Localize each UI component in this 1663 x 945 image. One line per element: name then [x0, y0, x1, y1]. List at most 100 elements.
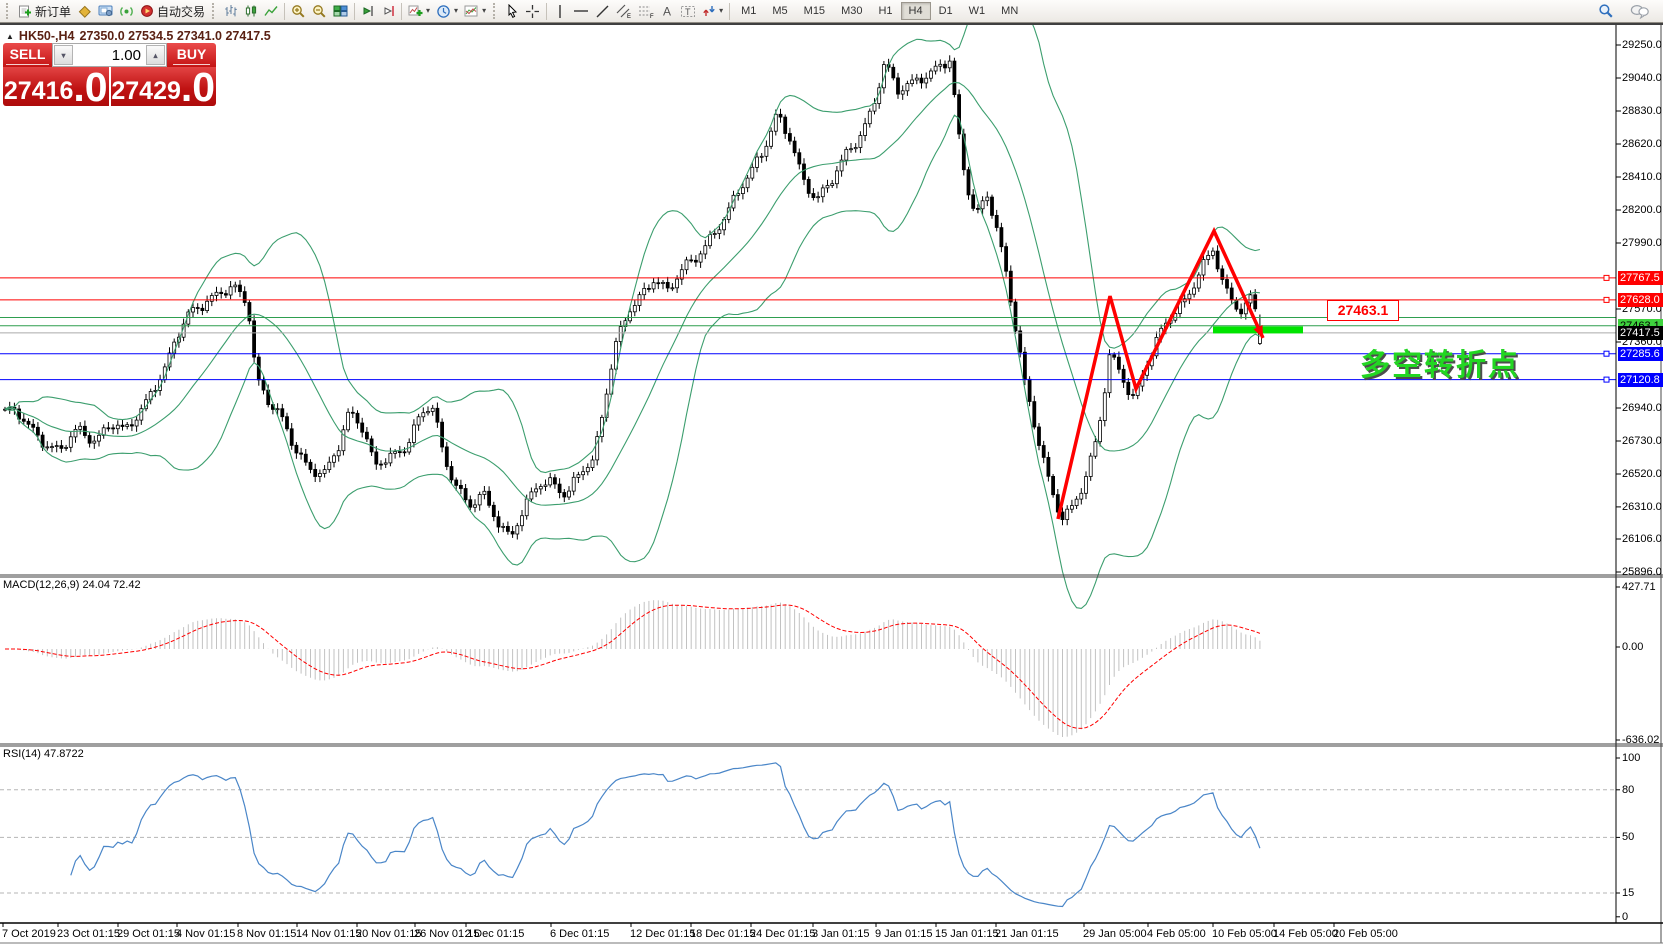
chat-button[interactable]: [1627, 1, 1653, 21]
window-icon: [98, 4, 113, 18]
trendline-tool-button[interactable]: [592, 1, 613, 21]
toolbar-separator: [401, 2, 403, 20]
timeframe-button-M15[interactable]: M15: [803, 5, 826, 17]
turning-point-annotation[interactable]: 多空转折点: [1360, 349, 1520, 382]
timeframe-button-H4[interactable]: H4: [900, 2, 931, 20]
vertical-line-icon: [553, 4, 567, 19]
trendline-icon: [595, 4, 610, 19]
channel-icon: E: [616, 4, 632, 19]
data-window-button[interactable]: [95, 1, 116, 21]
timeframe-group: M1 M5 M15 M30 H1 H4 D1 W1 MN: [733, 2, 1026, 20]
volume-input[interactable]: 1.00: [111, 46, 141, 64]
panel-frame: [0, 24, 1663, 944]
signal-icon: [119, 4, 134, 19]
periods-button[interactable]: ▾: [433, 1, 461, 21]
line-chart-icon: [264, 4, 278, 18]
toolbar-grip[interactable]: [6, 3, 11, 19]
candles-layer[interactable]: [3, 55, 1262, 540]
cursor-icon: [505, 3, 519, 19]
auto-scroll-icon: [381, 4, 395, 18]
add-indicator-button[interactable]: ▾: [405, 1, 433, 21]
timeframe-button-MN[interactable]: MN: [1001, 5, 1019, 17]
panel-splitter[interactable]: [0, 741, 1663, 747]
timeframe-button-D1[interactable]: D1: [938, 5, 953, 17]
crosshair-tool-button[interactable]: [522, 1, 543, 21]
bollinger-bands: [4, 2, 1261, 609]
one-click-trading-panel: SELL ▾ 1.00 ▴ BUY 27416.0 27429.0: [3, 43, 216, 110]
dropdown-caret-icon: ▾: [482, 6, 487, 15]
text-icon: A: [661, 4, 674, 19]
candlestick-mode-button[interactable]: [241, 1, 261, 21]
template-icon: [464, 4, 479, 18]
ohlc-bars-icon: [224, 4, 238, 18]
timeframe-button-W1[interactable]: W1: [968, 5, 986, 17]
panel-splitter[interactable]: [0, 572, 1663, 578]
template-button[interactable]: ▾: [461, 1, 489, 21]
toolbar-separator: [546, 2, 548, 20]
price-callout-box[interactable]: 27463.1: [1327, 300, 1399, 321]
timeframe-button-M1[interactable]: M1: [741, 5, 757, 17]
new-order-icon: [18, 4, 32, 18]
toolbar-separator: [729, 2, 731, 20]
volume-increase-button[interactable]: ▴: [146, 45, 165, 65]
buy-button[interactable]: BUY: [167, 43, 216, 67]
chart-shift-button[interactable]: [358, 1, 378, 21]
volume-decrease-button[interactable]: ▾: [54, 45, 73, 65]
text-label-tool-button[interactable]: T: [677, 1, 699, 21]
fibonacci-icon: F: [638, 4, 654, 19]
rsi-panel: [0, 762, 1616, 908]
horizontal-line-tool-button[interactable]: [570, 1, 592, 21]
horizontal-line-icon: [573, 4, 589, 18]
strategy-tester-button[interactable]: [116, 1, 137, 21]
main-toolbar: 新订单 自动交易 ▾ ▾ ▾ E F A T ▾: [0, 0, 1663, 23]
bar-chart-mode-button[interactable]: [221, 1, 241, 21]
sell-button[interactable]: SELL: [3, 43, 52, 67]
zoom-out-icon: [312, 4, 327, 19]
timeframe-button-M30[interactable]: M30: [841, 5, 863, 17]
vertical-line-tool-button[interactable]: [550, 1, 570, 21]
timeframe-button-H1[interactable]: H1: [878, 5, 893, 17]
arrows-icon: [702, 4, 716, 18]
macd-panel: [5, 600, 1261, 737]
toolbar-grip[interactable]: [493, 3, 498, 19]
text-label-icon: T: [680, 4, 696, 19]
diamond-icon: [77, 4, 92, 19]
rsi-indicator-label: RSI(14) 47.8722: [3, 748, 84, 760]
new-order-button[interactable]: 新订单: [15, 1, 74, 21]
ohlc-values: 27350.0 27534.5 27341.0 27417.5: [79, 29, 271, 43]
volume-control: ▾ 1.00 ▴: [52, 43, 167, 67]
trend-arrow[interactable]: [1056, 226, 1265, 520]
zoom-in-button[interactable]: [288, 1, 309, 21]
tile-windows-icon: [333, 4, 348, 18]
timeframe-button-M5[interactable]: M5: [772, 5, 788, 17]
market-watch-button[interactable]: [74, 1, 95, 21]
window-border: [0, 23, 1663, 25]
auto-scroll-button[interactable]: [378, 1, 398, 21]
dropdown-caret-icon: ▾: [719, 6, 724, 15]
search-button[interactable]: [1595, 1, 1617, 21]
arrows-tool-button[interactable]: ▾: [699, 1, 726, 21]
auto-trading-button[interactable]: 自动交易: [137, 1, 208, 21]
candlestick-icon: [244, 4, 258, 18]
auto-trading-icon: [140, 4, 154, 18]
zoom-in-icon: [291, 4, 306, 19]
collapse-icon[interactable]: ▲: [6, 31, 14, 41]
add-indicator-icon: [408, 4, 423, 18]
buy-price-button[interactable]: 27429.0: [110, 64, 216, 110]
chart-shift-icon: [361, 4, 375, 18]
toolbar-separator: [284, 2, 286, 20]
svg-text:A: A: [663, 5, 671, 19]
equidistant-channel-tool-button[interactable]: E: [613, 1, 635, 21]
macd-indicator-label: MACD(12,26,9) 24.04 72.42: [3, 579, 141, 591]
zoom-out-button[interactable]: [309, 1, 330, 21]
toolbar-grip[interactable]: [212, 3, 217, 19]
line-chart-mode-button[interactable]: [261, 1, 281, 21]
text-tool-button[interactable]: A: [657, 1, 677, 21]
tile-windows-button[interactable]: [330, 1, 351, 21]
sell-price-button[interactable]: 27416.0: [3, 64, 109, 110]
cursor-tool-button[interactable]: [502, 1, 522, 21]
chart-title: ▲ HK50-,H4 27350.0 27534.5 27341.0 27417…: [6, 29, 271, 43]
fibonacci-tool-button[interactable]: F: [635, 1, 657, 21]
